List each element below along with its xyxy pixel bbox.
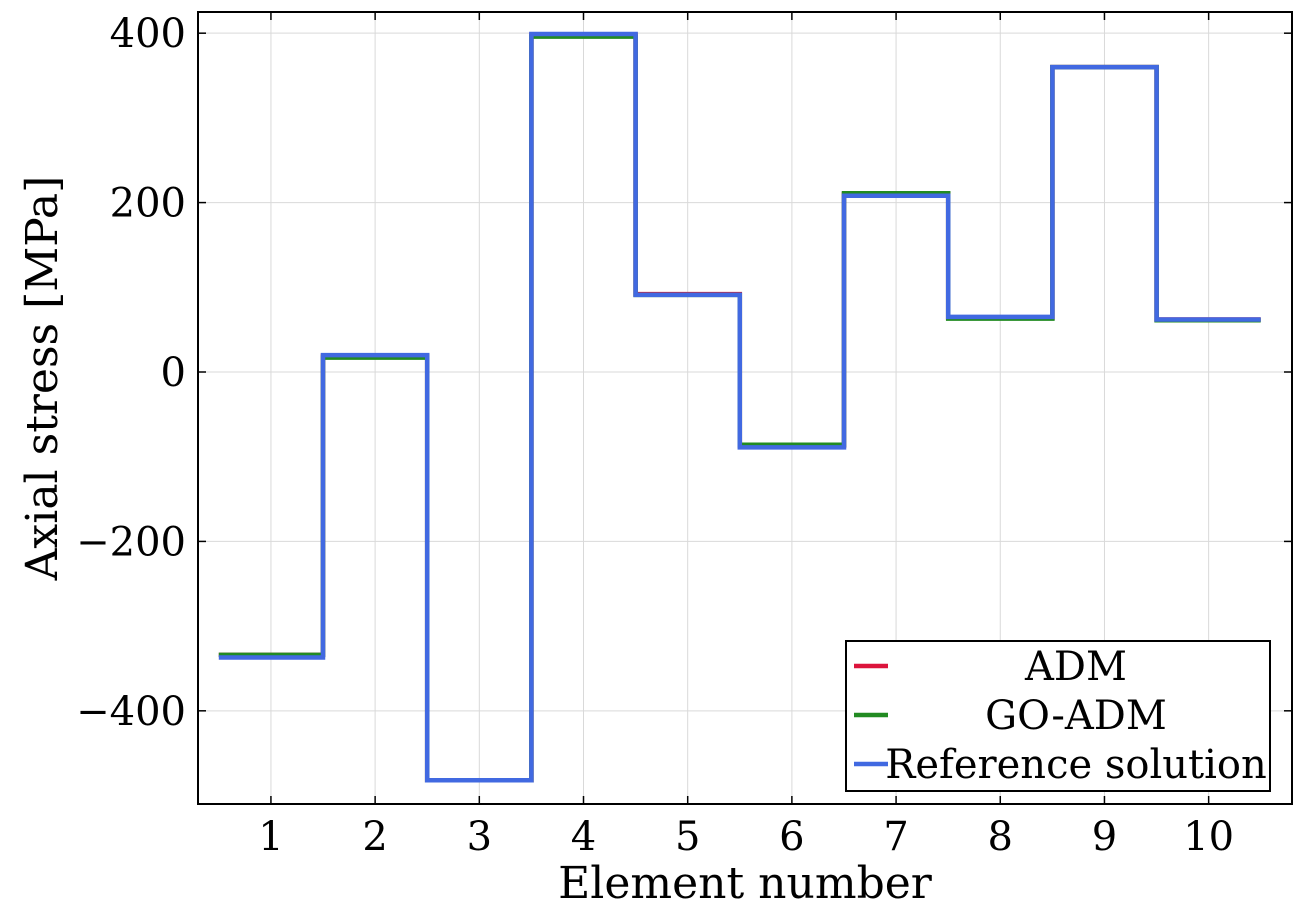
x-tick-label: 10 [1183,814,1234,860]
x-tick-label: 8 [988,814,1013,860]
y-tick-label: −400 [76,689,186,735]
x-tick-label: 2 [362,814,387,860]
x-axis-label: Element number [558,858,933,909]
y-tick-label: 200 [110,181,186,227]
legend-box [845,640,1271,792]
y-tick-label: 0 [161,350,186,396]
x-tick-label: 1 [258,814,283,860]
x-tick-label: 7 [883,814,908,860]
x-tick-label: 4 [571,814,596,860]
series-lines [218,31,1261,783]
legend-label-go-adm: GO-ADM [985,693,1167,739]
legend: ADM GO-ADM Reference solution [845,640,1271,792]
legend-label-reference-solution: Reference solution [885,742,1266,788]
axis-ticks: 1 2 3 4 5 6 7 8 9 10 −400 −200 0 200 400 [76,11,1292,860]
y-tick-label: 400 [110,11,186,57]
x-tick-label: 3 [467,814,492,860]
legend-label-adm: ADM [1024,644,1127,690]
x-tick-label: 6 [779,814,804,860]
x-tick-label: 9 [1092,814,1117,860]
y-tick-label: −200 [76,519,186,565]
plot-frame [197,11,1293,805]
x-tick-label: 5 [675,814,700,860]
series-line-reference-solution [218,31,1261,783]
grid [198,12,1292,804]
y-axis-label: Axial stress [MPa] [17,176,68,582]
